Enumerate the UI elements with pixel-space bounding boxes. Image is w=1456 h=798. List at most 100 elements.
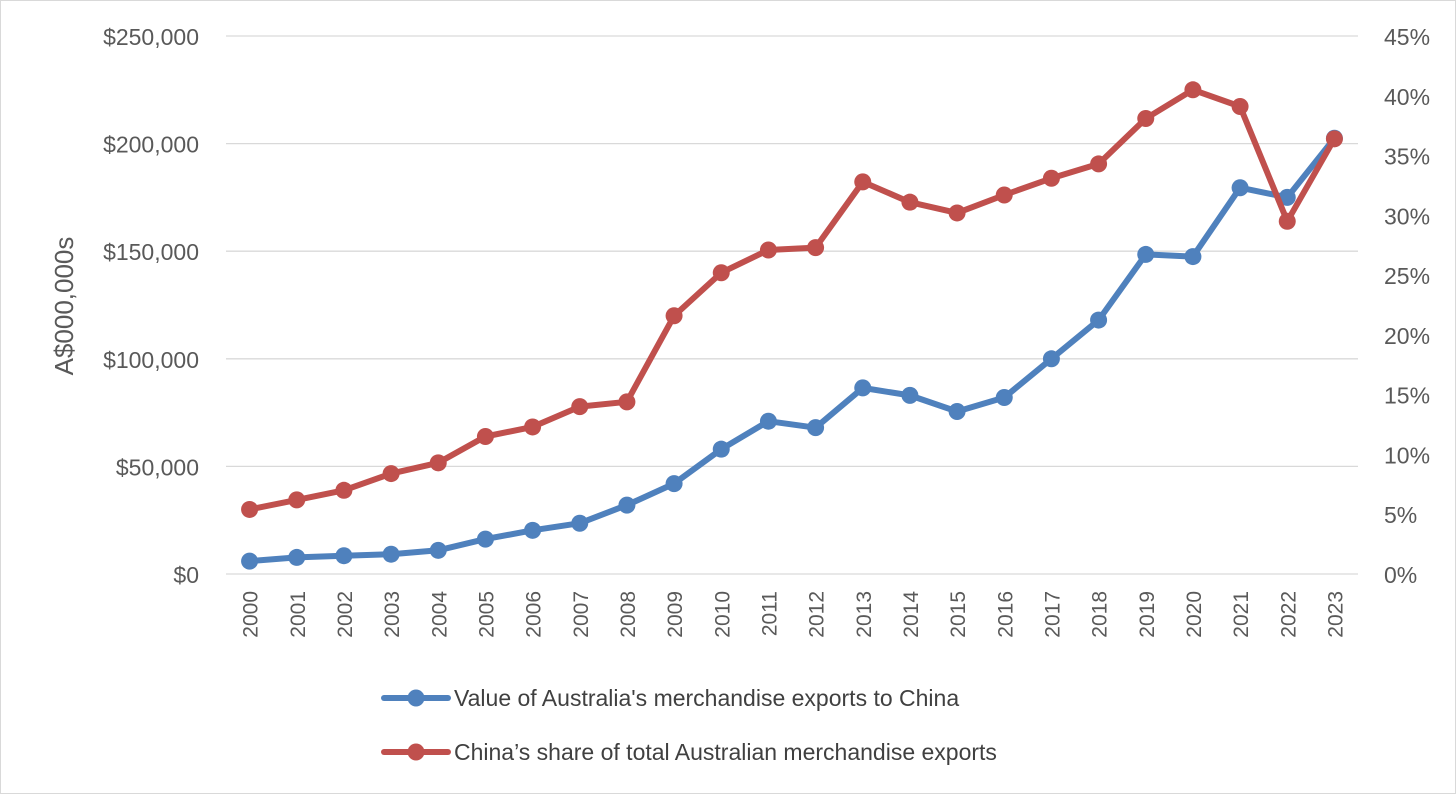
data-point	[618, 496, 636, 514]
data-point	[712, 264, 730, 282]
y-tick-label: $150,000	[103, 239, 199, 265]
legend: Value of Australia's merchandise exports…	[381, 685, 997, 765]
data-point	[854, 173, 872, 191]
data-point	[524, 418, 542, 436]
x-tick-label: 2011	[758, 591, 781, 636]
data-point	[1278, 188, 1296, 206]
series-line	[246, 135, 1338, 565]
x-tick-label: 2010	[711, 591, 734, 638]
data-point	[476, 428, 494, 446]
x-tick-label: 2002	[334, 591, 357, 638]
data-point	[288, 491, 306, 509]
data-point	[712, 440, 730, 458]
y-tick-label: $200,000	[103, 132, 199, 158]
data-point	[476, 530, 494, 548]
data-point	[1042, 350, 1060, 368]
data-point	[1278, 212, 1296, 230]
y2-tick-label: 45%	[1384, 24, 1430, 50]
legend-label: Value of Australia's merchandise exports…	[454, 685, 959, 711]
data-point	[524, 521, 542, 539]
y2-tick-label: 40%	[1384, 84, 1430, 110]
data-point	[901, 193, 919, 211]
right-axis: 0% 5% 10% 15% 20% 25% 30% 35% 40% 45%	[1384, 24, 1430, 588]
data-point	[571, 398, 589, 416]
data-point	[665, 307, 683, 325]
y2-tick-label: 0%	[1384, 562, 1417, 588]
data-point	[429, 541, 447, 559]
data-point	[665, 475, 683, 493]
data-point	[1231, 179, 1249, 197]
y-axis-title: A$000,000s	[49, 237, 79, 376]
x-tick-label: 2014	[900, 591, 923, 638]
x-tick-label: 2023	[1324, 591, 1347, 638]
legend-marker	[407, 689, 425, 707]
y-tick-label: $0	[173, 562, 199, 588]
data-point	[1090, 155, 1108, 173]
x-tick-label: 2020	[1183, 591, 1206, 638]
data-point	[429, 454, 447, 472]
data-point	[1042, 169, 1060, 187]
series-2	[241, 81, 1343, 518]
x-tick-label: 2000	[240, 591, 263, 638]
legend-marker	[407, 743, 425, 761]
y-tick-label: $100,000	[103, 347, 199, 373]
x-tick-label: 2007	[570, 591, 593, 638]
x-tick-label: 2019	[1136, 591, 1159, 638]
data-point	[854, 379, 872, 397]
data-point	[571, 514, 589, 532]
x-tick-label: 2001	[287, 591, 310, 638]
x-tick-label: 2022	[1277, 591, 1300, 638]
x-axis: 2000 2001 2002 2003 2004 2005 2006 2007 2008 2009…	[240, 591, 1348, 638]
x-tick-label: 2012	[806, 591, 829, 638]
x-tick-label: 2018	[1089, 591, 1112, 638]
x-tick-label: 2017	[1041, 591, 1064, 638]
left-axis: $0 $50,000 $100,000 $150,000 $200,000 $250,00…	[103, 24, 199, 588]
y2-tick-label: 25%	[1384, 263, 1430, 289]
data-point	[1184, 248, 1202, 266]
data-point	[1137, 245, 1155, 263]
y2-tick-label: 10%	[1384, 442, 1430, 468]
x-tick-label: 2015	[947, 591, 970, 638]
data-point	[807, 239, 825, 257]
data-point	[948, 204, 966, 222]
data-point	[1231, 98, 1249, 116]
data-point	[241, 500, 259, 518]
x-tick-label: 2016	[994, 591, 1017, 638]
x-tick-label: 2009	[664, 591, 687, 638]
data-point	[995, 186, 1013, 204]
x-tick-label: 2008	[617, 591, 640, 638]
gridlines	[226, 35, 1358, 575]
y2-tick-label: 20%	[1384, 323, 1430, 349]
x-tick-label: 2003	[381, 591, 404, 638]
data-point	[948, 403, 966, 421]
data-point	[618, 393, 636, 411]
y-tick-label: $50,000	[116, 454, 199, 480]
data-point	[1325, 130, 1343, 148]
data-point	[382, 465, 400, 483]
series-1	[241, 129, 1343, 570]
data-point	[382, 545, 400, 563]
x-tick-label: 2006	[523, 591, 546, 638]
legend-label: China’s share of total Australian mercha…	[454, 739, 997, 765]
y2-tick-label: 5%	[1384, 502, 1417, 528]
data-point	[759, 241, 777, 259]
data-point	[335, 481, 353, 499]
x-tick-label: 2004	[428, 591, 451, 638]
data-point	[288, 548, 306, 566]
data-point	[901, 386, 919, 404]
data-point	[1090, 311, 1108, 329]
y2-tick-label: 15%	[1384, 383, 1430, 409]
y2-tick-label: 35%	[1384, 144, 1430, 170]
data-point	[241, 552, 259, 570]
x-tick-label: 2013	[853, 591, 876, 638]
series-line	[246, 86, 1338, 513]
y-tick-label: $250,000	[103, 24, 199, 50]
data-point	[759, 412, 777, 430]
data-point	[335, 547, 353, 565]
x-tick-label: 2005	[475, 591, 498, 638]
data-point	[807, 419, 825, 437]
series-layer	[241, 81, 1343, 570]
data-point	[1184, 81, 1202, 99]
